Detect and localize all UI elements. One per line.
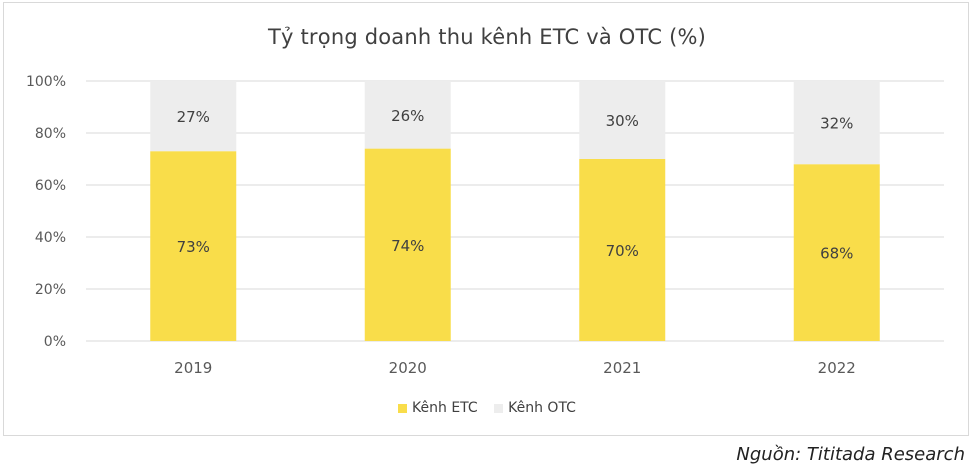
legend-label-otc: Kênh OTC — [508, 400, 576, 416]
data-label-otc: 27% — [177, 108, 210, 126]
legend-label-etc: Kênh ETC — [412, 400, 478, 416]
legend-item-otc: Kênh OTC — [494, 400, 576, 416]
data-label-otc: 32% — [820, 115, 853, 133]
x-tick-label: 2022 — [818, 359, 856, 377]
x-tick-label: 2021 — [603, 359, 641, 377]
y-tick-label: 0% — [44, 334, 66, 350]
legend-swatch-etc — [398, 403, 408, 413]
y-tick-label: 80% — [35, 126, 66, 142]
bar-otc — [793, 81, 880, 165]
source-note: Nguồn: Tititada Research — [736, 444, 965, 465]
bar-otc — [364, 81, 451, 149]
bar-etc — [150, 151, 237, 341]
plot-area: 73% 27% 74% 26% 70% 30% 68% 32% 0% 20% 40% 60% 80% 1… — [26, 74, 944, 377]
data-label-otc: 30% — [606, 112, 639, 130]
legend: Kênh ETC Kênh OTC — [4, 400, 970, 417]
y-tick-label: 60% — [35, 178, 66, 194]
y-tick-label: 40% — [35, 230, 66, 246]
data-label-etc: 68% — [820, 245, 853, 263]
x-tick-label: 2020 — [389, 359, 427, 377]
legend-item-etc: Kênh ETC — [398, 400, 478, 416]
data-label-etc: 74% — [391, 237, 424, 255]
x-tick-label: 2019 — [174, 359, 212, 377]
bar-etc — [579, 159, 666, 341]
chart-frame: Tỷ trọng doanh thu kênh ETC và OTC (%) 7… — [3, 2, 969, 436]
bar-otc — [150, 81, 237, 152]
data-label-otc: 26% — [391, 107, 424, 125]
y-tick-label: 20% — [35, 282, 66, 298]
bar-otc — [579, 81, 666, 159]
chart-title: Tỷ trọng doanh thu kênh ETC và OTC (%) — [267, 25, 707, 49]
legend-swatch-otc — [494, 403, 504, 413]
data-label-etc: 73% — [177, 238, 210, 256]
bar-etc — [364, 148, 451, 341]
y-tick-label: 100% — [26, 74, 66, 90]
data-label-etc: 70% — [606, 242, 639, 260]
bar-etc — [793, 164, 880, 341]
